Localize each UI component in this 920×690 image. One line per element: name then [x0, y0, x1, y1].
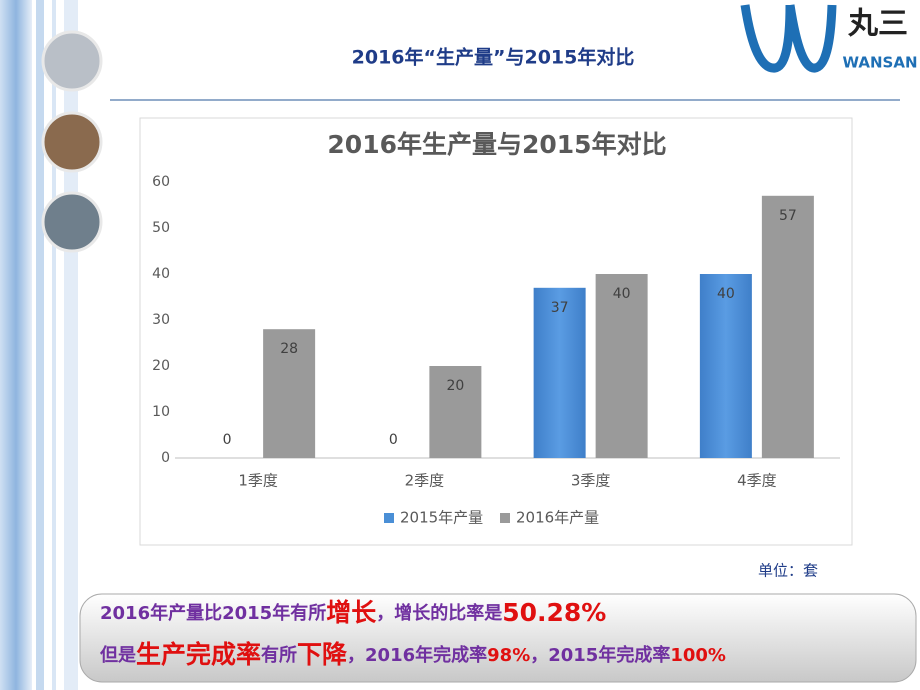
legend-label: 2016年产量: [516, 509, 599, 527]
summary-segment: 2016年产量比2015年有所: [100, 602, 326, 624]
summary-segment: ，增长的比率是: [376, 602, 502, 624]
legend-label: 2015年产量: [400, 509, 483, 527]
logo-mark: [740, 4, 837, 73]
y-tick-label: 10: [152, 404, 170, 420]
summary-line: 但是生产完成率有所下降，2016年完成率98%，2015年完成率100%: [99, 640, 726, 669]
summary-segment: 98%: [487, 645, 530, 666]
y-tick-label: 60: [152, 174, 170, 190]
photo-icon: [41, 191, 103, 253]
data-label: 28: [280, 341, 298, 357]
y-tick-label: 30: [152, 312, 170, 328]
legend-swatch: [384, 513, 394, 523]
summary-line: 2016年产量比2015年有所增长，增长的比率是50.28%: [100, 598, 606, 627]
chart-title: 2016年生产量与2015年对比: [327, 130, 666, 159]
data-label: 57: [779, 208, 797, 224]
bar: [699, 274, 752, 458]
logo-sub: WANSAN: [843, 54, 918, 72]
data-label: 0: [223, 432, 232, 448]
summary-segment: 50.28%: [502, 598, 606, 627]
side-stripe: [64, 0, 78, 690]
data-label: 0: [389, 432, 398, 448]
summary-segment: 增长: [326, 598, 377, 627]
bar: [429, 366, 482, 458]
summary-segment: ，2016年完成率: [347, 644, 487, 666]
legend-swatch: [500, 513, 510, 523]
x-tick-label: 4季度: [737, 472, 777, 490]
summary: 2016年产量比2015年有所增长，增长的比率是50.28% 但是生产完成率有所下…: [99, 598, 726, 669]
y-tick-label: 40: [152, 266, 170, 282]
data-label: 40: [717, 286, 735, 302]
photo-icon: [41, 111, 103, 173]
slide-title: 2016年“生产量”与2015年对比: [352, 46, 635, 69]
y-tick-label: 0: [161, 450, 170, 466]
y-tick-label: 20: [152, 358, 170, 374]
bar: [533, 287, 586, 458]
logo: 丸三 WANSAN: [740, 4, 918, 73]
x-tick-label: 2季度: [405, 472, 445, 490]
side-stripe: [52, 0, 56, 690]
x-tick-label: 3季度: [571, 472, 611, 490]
summary-segment: 下降: [297, 640, 348, 669]
side-stripe: [0, 0, 32, 690]
data-label: 20: [446, 378, 464, 394]
y-tick-label: 50: [152, 220, 170, 236]
bar: [761, 195, 814, 459]
summary-segment: 有所: [261, 644, 297, 666]
data-label: 37: [551, 300, 569, 316]
logo-text: 丸三: [847, 7, 908, 42]
data-label: 40: [613, 286, 631, 302]
summary-segment: 但是: [99, 644, 136, 666]
photo-icon: [41, 30, 103, 92]
x-tick-label: 1季度: [238, 472, 278, 490]
side-stripe: [36, 0, 44, 690]
unit-note: 单位：套: [758, 562, 818, 580]
bar: [263, 329, 316, 458]
summary-box: [79, 593, 917, 683]
summary-segment: 生产完成率: [136, 640, 261, 669]
summary-segment: 100%: [670, 645, 726, 666]
bar: [595, 274, 648, 458]
summary-segment: ，2015年完成率: [530, 644, 670, 666]
